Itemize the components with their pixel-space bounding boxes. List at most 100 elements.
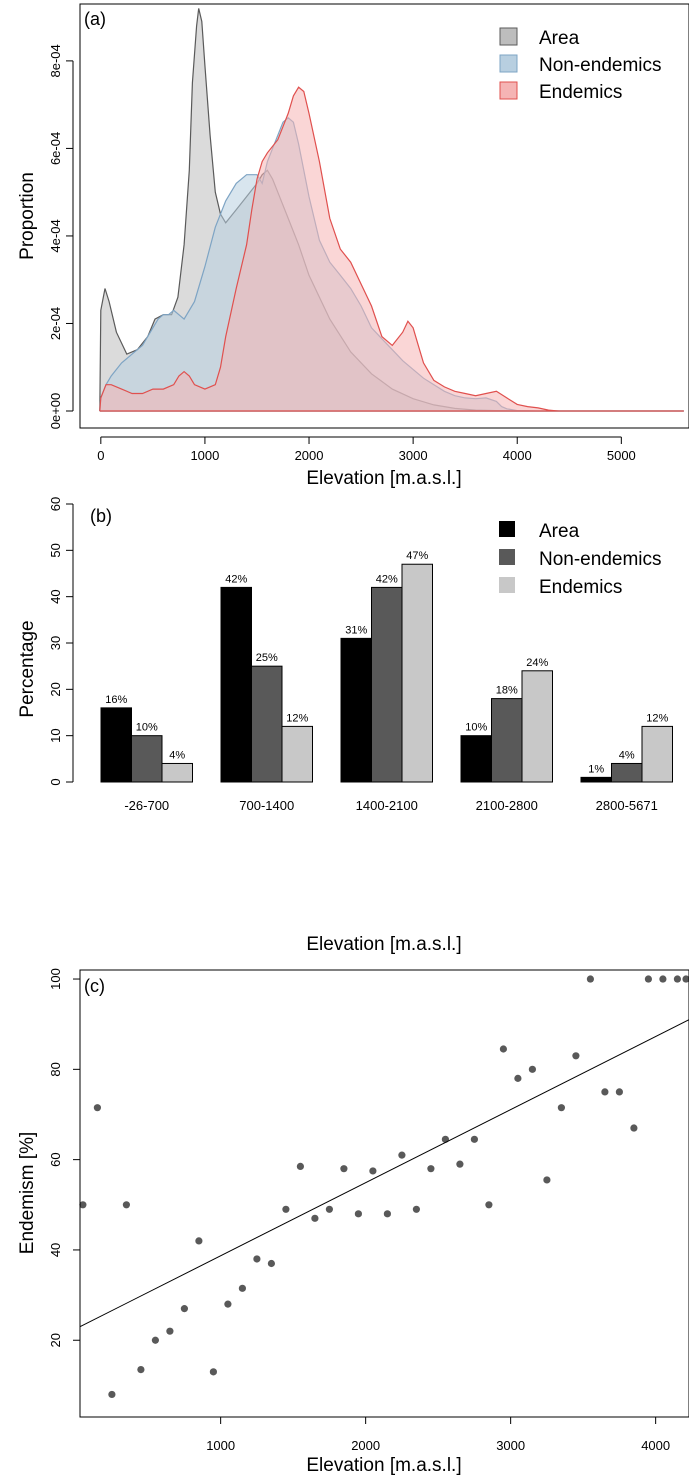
x-tick-label: 4000 xyxy=(641,1438,670,1453)
scatter-point xyxy=(267,1259,275,1268)
x-axis: 0 1000 2000 3000 4000 5000 xyxy=(97,436,636,463)
scatter-point xyxy=(514,1074,522,1082)
scatter-point xyxy=(151,1336,159,1344)
scatter-point xyxy=(209,1368,217,1376)
legend-swatch-endemics xyxy=(499,81,518,100)
y-tick-label: 2e-04 xyxy=(48,307,63,340)
bar-non-endemics-1400-2100 xyxy=(371,586,403,783)
scatter-point xyxy=(137,1365,145,1374)
scatter-point xyxy=(601,1088,609,1096)
data-label: 4% xyxy=(169,749,185,761)
scatter-point xyxy=(282,1205,290,1213)
data-label: 42% xyxy=(225,573,247,585)
y-axis: 20 40 60 80 100 xyxy=(48,968,80,1347)
legend-label-area: Area xyxy=(539,521,580,542)
scatter-point xyxy=(166,1327,174,1335)
y-axis-title: Percentage xyxy=(17,620,38,717)
legend-swatch-non-endemics xyxy=(499,54,518,73)
y-axis: 0e+00 2e-04 4e-04 6e-04 8e-04 xyxy=(48,44,74,430)
bar-non-endemics-2800-5671 xyxy=(611,762,643,783)
x-axis-title: Elevation [m.a.s.l.] xyxy=(306,934,461,955)
scatter-point xyxy=(427,1165,435,1173)
scatter-point xyxy=(456,1160,464,1168)
legend-label-non-endemics: Non-endemics xyxy=(539,549,662,570)
legend: Area Non-endemics Endemics xyxy=(499,521,662,598)
y-tick-label: 8e-04 xyxy=(48,44,63,77)
density-areas xyxy=(99,8,684,412)
scatter-point xyxy=(122,1201,130,1209)
plot-frame xyxy=(79,969,689,1418)
scatter-point xyxy=(615,1088,624,1096)
density-area-endemics xyxy=(99,86,684,412)
y-tick-label: 20 xyxy=(48,1333,63,1347)
x-category-label: 700-1400 xyxy=(239,798,294,813)
y-tick-label: 6e-04 xyxy=(48,132,63,165)
scatter-point xyxy=(543,1176,551,1184)
bar-non-endemics-2100-2800 xyxy=(491,698,523,783)
bar-endemics-2100-2800 xyxy=(521,670,553,783)
x-tick-label: 4000 xyxy=(503,448,532,463)
bar-area-1400-2100 xyxy=(340,637,372,783)
bar-endemics-1400-2100 xyxy=(401,563,433,783)
scatter-point xyxy=(673,975,682,983)
scatter-point xyxy=(224,1300,232,1308)
bar-non-endemics-700-1400 xyxy=(251,665,283,783)
scatter-point xyxy=(180,1305,188,1313)
scatter-point xyxy=(398,1151,406,1159)
legend-swatch-non-endemics xyxy=(499,549,515,565)
y-tick-label: 100 xyxy=(48,968,63,990)
panel-label: (c) xyxy=(84,976,105,996)
y-tick-label: 50 xyxy=(48,543,63,557)
scatter-point xyxy=(441,1135,449,1143)
scatter-point xyxy=(195,1237,203,1245)
scatter-point xyxy=(311,1214,319,1222)
scatter-point xyxy=(108,1390,116,1399)
data-label: 18% xyxy=(496,685,518,697)
x-category-label: 2100-2800 xyxy=(476,798,538,813)
data-label: 10% xyxy=(465,722,487,734)
bar-endemics-2800-5671 xyxy=(641,725,673,783)
data-label: 12% xyxy=(646,712,668,724)
legend-swatch-area xyxy=(499,27,518,46)
scatter-point xyxy=(340,1165,348,1173)
y-tick-label: 0e+00 xyxy=(48,393,63,430)
x-category-label: 2800-5671 xyxy=(596,798,658,813)
y-axis-title: Endemism [%] xyxy=(17,1132,38,1254)
data-label: 16% xyxy=(105,694,127,706)
scatter-point xyxy=(644,975,653,983)
legend-label-area: Area xyxy=(539,28,580,49)
data-label: 42% xyxy=(376,573,398,585)
y-tick-label: 60 xyxy=(48,497,63,511)
x-category-label: -26-700 xyxy=(124,798,169,813)
panel-a-density-chart: (a) 0 1000 2000 3000 4000 5000 0e+00 2e-04 4e-0… xyxy=(17,3,689,489)
scatter-point xyxy=(470,1135,478,1143)
legend-item-endemics: Endemics xyxy=(499,81,622,103)
bar-area-26-700 xyxy=(100,707,132,783)
legend-item-area: Area xyxy=(499,521,580,542)
legend-swatch-endemics xyxy=(499,577,515,593)
legend-swatch-area xyxy=(499,521,515,537)
x-tick-label: 1000 xyxy=(206,1438,235,1453)
bars: 16% 10% 4% 42% 25% 12% 31% 42% 47% 10% 18% 24% 1% 4% 1… xyxy=(100,550,673,783)
x-tick-label: 1000 xyxy=(190,448,219,463)
legend: Area Non-endemics Endemics xyxy=(499,27,662,103)
scatter-point xyxy=(253,1255,261,1263)
scatter-points xyxy=(79,975,689,1399)
y-tick-label: 60 xyxy=(48,1152,63,1166)
scatter-point xyxy=(659,975,667,983)
y-tick-label: 10 xyxy=(48,728,63,742)
regression-line xyxy=(79,1019,689,1328)
x-tick-label: 5000 xyxy=(607,448,636,463)
legend-item-non-endemics: Non-endemics xyxy=(499,54,662,76)
data-label: 10% xyxy=(136,722,158,734)
legend-label-endemics: Endemics xyxy=(539,577,622,598)
x-tick-label: 3000 xyxy=(399,448,428,463)
y-tick-label: 20 xyxy=(48,682,63,696)
x-axis: 1000 2000 3000 4000 xyxy=(206,1416,670,1453)
bar-area-700-1400 xyxy=(220,586,252,783)
legend-item-endemics: Endemics xyxy=(499,577,622,598)
scatter-point xyxy=(369,1167,377,1175)
x-axis-title: Elevation [m.a.s.l.] xyxy=(306,468,461,489)
scatter-point xyxy=(682,975,689,983)
